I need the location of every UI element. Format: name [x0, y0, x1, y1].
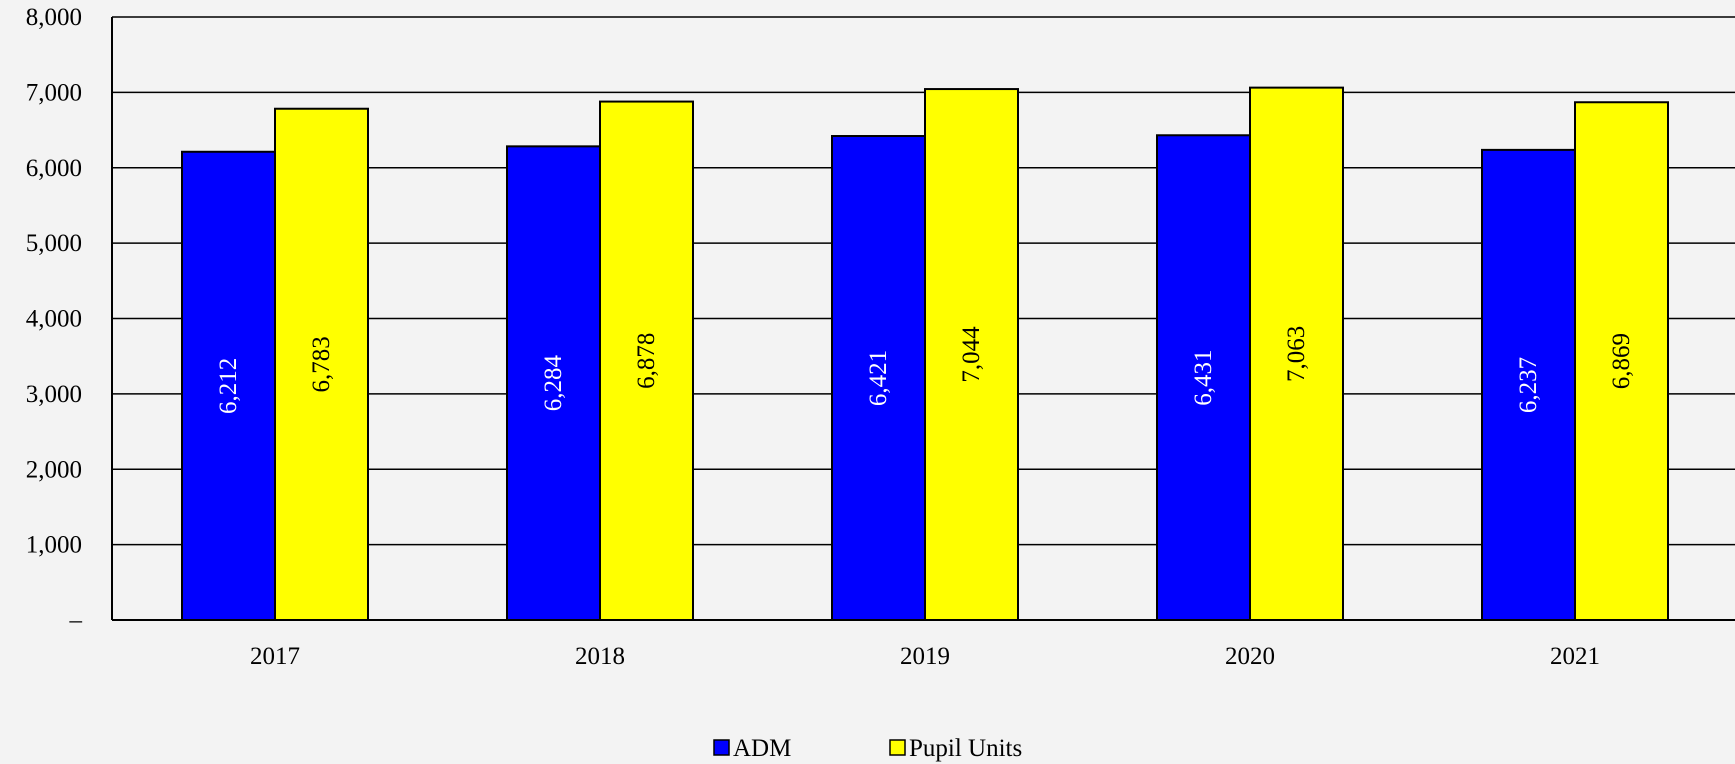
y-tick-label: 2,000	[26, 456, 82, 483]
axes: – 1,000 2,000 3,000 4,000 5,000 6,000 7,000 8,00…	[26, 4, 1735, 670]
bar-pupil-units-2021	[1574, 101, 1669, 621]
legend: ADM Pupil Units	[713, 735, 1022, 762]
y-tick-label: 3,000	[26, 381, 82, 408]
bar-pupil-units-2020	[1249, 86, 1344, 621]
data-label: 6,869	[1608, 333, 1635, 389]
y-tick-label: –	[69, 607, 83, 634]
legend-swatch	[889, 739, 906, 756]
y-tick-label: 1,000	[26, 532, 82, 559]
data-label: 6,284	[540, 355, 567, 412]
data-label: 6,421	[865, 350, 892, 406]
x-tick-label: 2020	[1225, 643, 1275, 670]
y-tick-label: 7,000	[26, 79, 82, 106]
bar-adm-2020	[1156, 134, 1251, 622]
data-label: 6,237	[1515, 357, 1542, 413]
labels: 6,212 6,783 6,284 6,878 6,421 7,044 6,431 7,063…	[215, 326, 1635, 414]
bar-adm-2017	[181, 150, 276, 621]
x-tick-label: 2017	[250, 643, 300, 670]
x-tick-label: 2019	[900, 643, 950, 670]
bar-pupil-units-2018	[599, 100, 694, 622]
y-tick-label: 4,000	[26, 306, 82, 333]
data-label: 6,783	[308, 336, 335, 392]
bar-pupil-units-2017	[274, 107, 369, 621]
y-tick-label: 6,000	[26, 155, 82, 182]
data-label: 6,878	[633, 333, 660, 389]
bars	[181, 86, 1669, 622]
x-tick-label: 2018	[575, 643, 625, 670]
legend-label: Pupil Units	[909, 735, 1022, 762]
data-label: 7,063	[1283, 326, 1310, 382]
legend-label: ADM	[733, 735, 791, 762]
y-tick-label: 5,000	[26, 230, 82, 257]
bar-pupil-units-2019	[924, 88, 1019, 622]
data-label: 7,044	[958, 326, 985, 383]
legend-swatch	[713, 739, 730, 756]
data-label: 6,431	[1190, 350, 1217, 406]
y-tick-label: 8,000	[26, 4, 82, 31]
data-label: 6,212	[215, 358, 242, 414]
x-tick-label: 2021	[1550, 643, 1600, 670]
